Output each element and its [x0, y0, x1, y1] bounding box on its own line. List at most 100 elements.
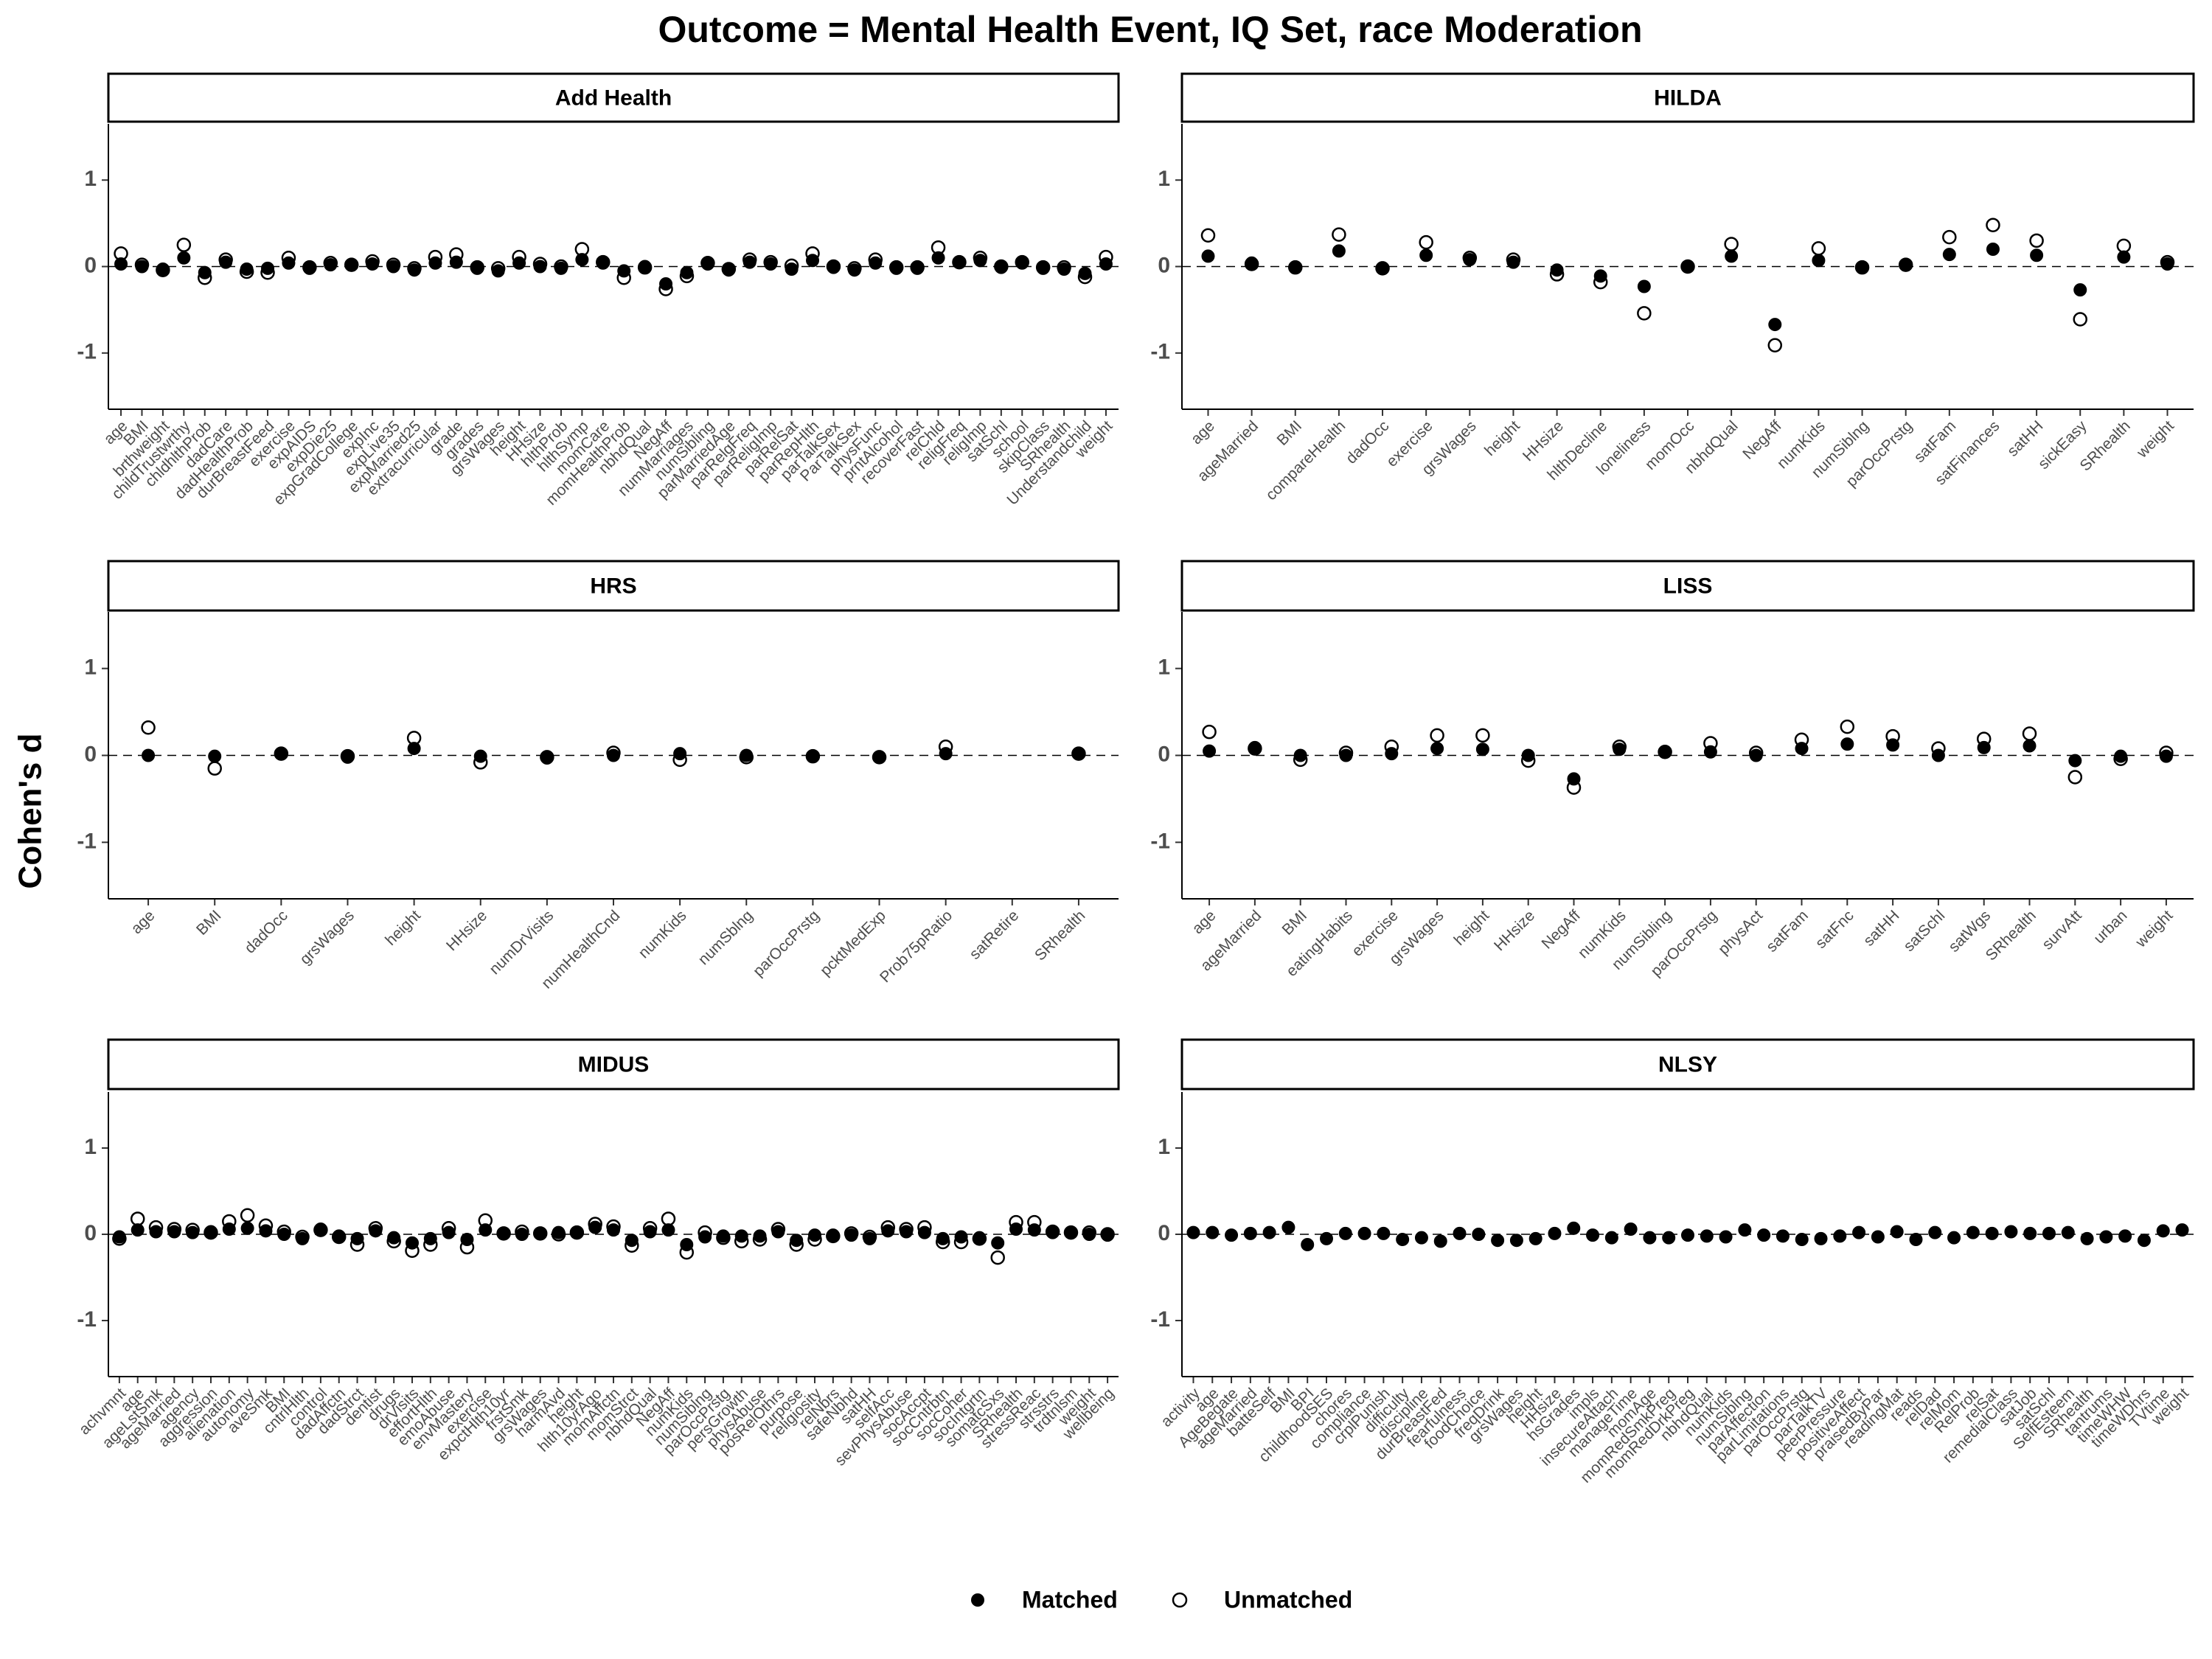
y-axis-label: Cohen's d	[13, 734, 49, 889]
data-point	[1977, 740, 1991, 754]
data-point	[350, 1231, 364, 1245]
x-tick-label: BMI	[193, 907, 225, 939]
data-point	[991, 1236, 1005, 1250]
data-point	[661, 1211, 676, 1226]
data-point	[2030, 248, 2044, 262]
data-point	[240, 1221, 254, 1235]
data-point	[1548, 1226, 1562, 1240]
data-point	[771, 1225, 785, 1239]
data-point	[1749, 748, 1763, 762]
data-point	[1206, 1225, 1220, 1239]
x-tick-label: satSchl	[1900, 907, 1948, 955]
data-point	[1419, 248, 1433, 262]
data-point	[790, 1234, 804, 1248]
data-point	[2023, 1226, 2037, 1240]
data-point	[1293, 748, 1307, 762]
data-point	[764, 257, 778, 271]
data-point	[1719, 1230, 1733, 1244]
data-point	[204, 1225, 218, 1239]
data-point	[698, 1230, 712, 1244]
data-point	[1947, 1231, 1961, 1245]
data-point	[552, 1225, 566, 1239]
data-point	[219, 255, 233, 269]
legend-label: Unmatched	[1224, 1586, 1352, 1613]
panel-title: Add Health	[555, 86, 672, 110]
data-point	[806, 749, 820, 763]
y-tick-label: 0	[84, 742, 97, 766]
data-point	[387, 1231, 401, 1245]
data-point	[661, 1223, 675, 1237]
x-tick-label: physAct	[1715, 907, 1766, 958]
data-point	[1430, 728, 1444, 743]
data-point	[931, 251, 945, 265]
data-point	[1248, 740, 1262, 754]
data-point	[1681, 1228, 1694, 1242]
data-point	[1985, 1226, 1999, 1240]
data-point	[1245, 256, 1259, 270]
data-point	[827, 260, 841, 274]
data-point	[1871, 1230, 1885, 1244]
data-point	[570, 1225, 584, 1239]
y-tick-label: 0	[1158, 742, 1170, 766]
data-point	[659, 276, 673, 291]
y-tick-label: -1	[77, 1307, 97, 1332]
x-tick-label: age	[128, 907, 158, 937]
data-point	[2061, 1225, 2075, 1239]
data-point	[889, 261, 903, 275]
data-point	[1475, 728, 1490, 743]
data-point	[332, 1229, 346, 1243]
data-point	[114, 257, 128, 271]
data-point	[722, 263, 736, 277]
data-point	[282, 256, 296, 270]
data-point	[740, 748, 754, 762]
data-point	[1506, 255, 1520, 269]
data-point	[423, 1231, 437, 1245]
data-point	[872, 750, 886, 764]
data-point	[1509, 1234, 1523, 1248]
data-point	[785, 262, 799, 276]
data-point	[990, 1250, 1005, 1265]
data-point	[1036, 261, 1050, 275]
data-point	[607, 748, 620, 762]
data-point	[939, 747, 953, 761]
data-point	[1724, 237, 1739, 251]
data-point	[460, 1233, 474, 1247]
data-point	[112, 1230, 126, 1244]
y-tick-label: 1	[1158, 167, 1170, 191]
data-point	[869, 256, 883, 270]
data-point	[533, 1226, 547, 1240]
data-point	[1604, 1231, 1618, 1245]
data-point	[208, 749, 222, 763]
data-point	[554, 261, 568, 275]
data-point	[2114, 749, 2128, 763]
data-point	[973, 1231, 987, 1245]
data-point	[1658, 745, 1672, 759]
data-point	[240, 262, 254, 276]
data-point	[470, 261, 484, 275]
y-tick-label: -1	[1150, 340, 1170, 364]
data-point	[1613, 742, 1627, 757]
data-point	[1700, 1229, 1714, 1243]
data-point	[1101, 1228, 1115, 1242]
data-point	[2156, 1224, 2170, 1238]
x-tick-label: parOccPrstg	[750, 907, 823, 980]
x-tick-label: numKids	[636, 907, 690, 961]
data-point	[2159, 749, 2173, 763]
data-point	[806, 254, 820, 268]
data-point	[1082, 1228, 1096, 1241]
data-point	[141, 720, 156, 735]
panel-strip	[1180, 1038, 2195, 1091]
data-point	[2067, 770, 2083, 785]
legend-key	[971, 1593, 984, 1607]
x-tick-label: SRhealth	[1983, 907, 2039, 964]
x-tick-label: satRetire	[967, 907, 1023, 963]
data-point	[497, 1226, 511, 1240]
data-point	[1928, 1225, 1942, 1239]
data-point	[954, 1230, 968, 1244]
data-point	[1015, 256, 1029, 270]
data-point	[973, 254, 987, 268]
x-tick-label: height	[1451, 907, 1493, 949]
data-point	[1833, 1229, 1847, 1243]
y-tick-label: 0	[1158, 253, 1170, 277]
data-point	[911, 261, 925, 275]
